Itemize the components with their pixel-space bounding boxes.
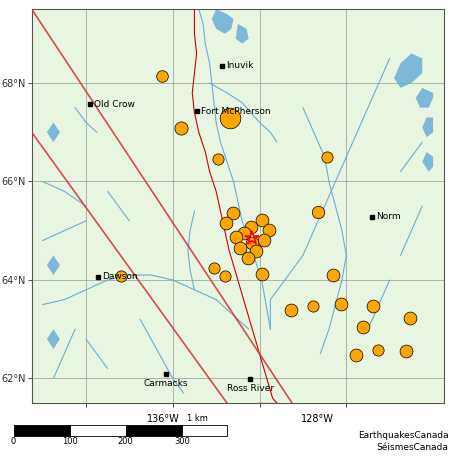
Point — [226, 115, 234, 122]
Text: 300: 300 — [174, 437, 190, 447]
Text: 100: 100 — [62, 437, 77, 447]
Point — [210, 264, 217, 271]
Text: EarthquakesCanada
SéismesCanada: EarthquakesCanada SéismesCanada — [358, 431, 448, 452]
Text: Carmacks: Carmacks — [144, 379, 188, 387]
Point — [258, 216, 265, 224]
Bar — [126, 425, 182, 436]
Text: 200: 200 — [118, 437, 134, 447]
Polygon shape — [422, 117, 433, 137]
Text: Fort McPherson: Fort McPherson — [201, 107, 271, 115]
Polygon shape — [212, 9, 233, 34]
Text: 128°W: 128°W — [301, 414, 333, 425]
Polygon shape — [416, 88, 433, 108]
Point — [247, 223, 255, 230]
Polygon shape — [47, 122, 60, 142]
Point — [244, 254, 251, 262]
Text: 136°W: 136°W — [147, 414, 179, 425]
Text: 1 km: 1 km — [188, 414, 208, 424]
Point — [222, 220, 230, 227]
Point — [402, 348, 410, 355]
Point — [260, 236, 267, 243]
Point — [236, 244, 244, 251]
Polygon shape — [422, 152, 433, 172]
Text: Dawson: Dawson — [102, 272, 138, 281]
Polygon shape — [47, 329, 60, 349]
Point — [258, 270, 265, 278]
Point — [117, 273, 124, 280]
Bar — [70, 425, 126, 436]
Polygon shape — [47, 256, 60, 275]
Point — [337, 300, 345, 307]
Point — [178, 125, 185, 132]
Point — [265, 226, 273, 234]
Point — [309, 302, 316, 309]
Point — [158, 72, 165, 79]
Polygon shape — [236, 24, 249, 44]
Point — [323, 153, 330, 160]
Point — [248, 234, 255, 242]
Point — [230, 210, 237, 217]
Point — [253, 248, 260, 255]
Point — [370, 302, 377, 309]
Bar — [182, 425, 226, 436]
Point — [241, 229, 248, 237]
Point — [221, 273, 228, 280]
Point — [314, 208, 322, 216]
Text: Norm: Norm — [376, 213, 400, 221]
Bar — [14, 425, 70, 436]
Text: Ross River: Ross River — [227, 383, 274, 393]
Point — [215, 156, 222, 163]
Point — [374, 346, 381, 354]
Text: 0: 0 — [11, 437, 16, 447]
Point — [359, 323, 366, 330]
Point — [330, 271, 337, 278]
Point — [287, 307, 294, 314]
Point — [352, 351, 360, 359]
Point — [232, 233, 239, 240]
Text: Old Crow: Old Crow — [94, 100, 135, 109]
Polygon shape — [394, 54, 422, 88]
Point — [407, 315, 414, 322]
Point — [248, 240, 255, 247]
Text: Inuvik: Inuvik — [226, 61, 254, 70]
